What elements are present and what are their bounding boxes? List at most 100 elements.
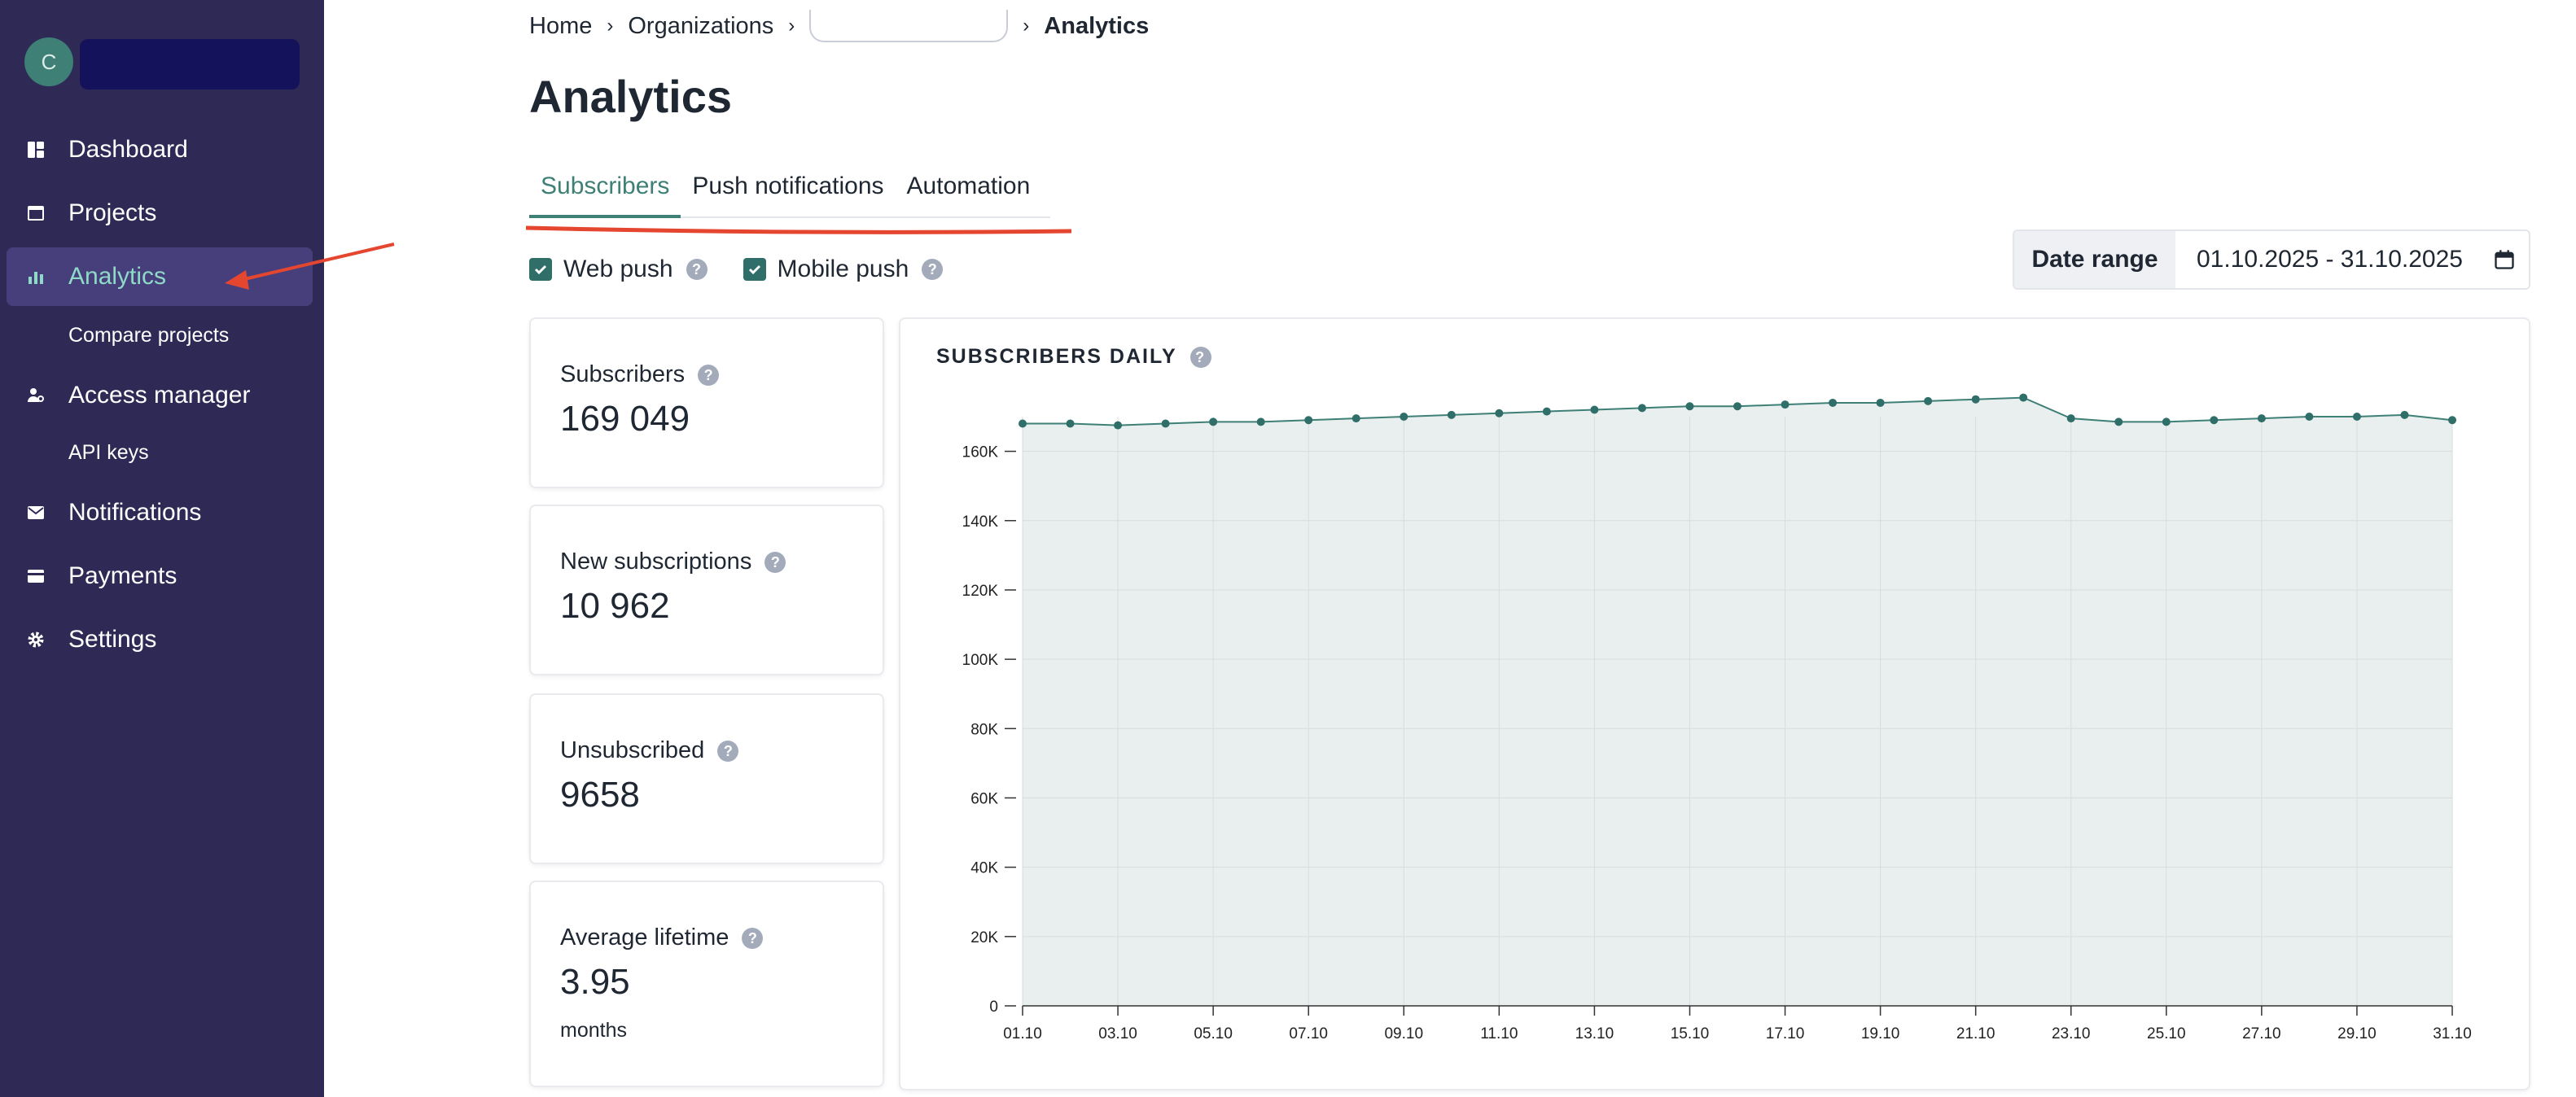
- unsubscribed-card: Unsubscribed? 9658: [529, 693, 884, 864]
- subscribers-daily-chart-card: SUBSCRIBERS DAILY ? 0 20K 40K 60K 80K 100K 120…: [899, 317, 2530, 1090]
- data-point: [2114, 417, 2123, 426]
- sidebar-item-payments[interactable]: Payments: [7, 547, 313, 605]
- x-tick-label: 13.10: [1575, 1025, 1614, 1042]
- help-icon[interactable]: ?: [922, 259, 944, 280]
- new-subscriptions-card: New subscriptions? 10 962: [529, 505, 884, 675]
- tab-subscribers[interactable]: Subscribers: [529, 160, 681, 218]
- data-point: [1161, 419, 1170, 428]
- x-tick-label: 09.10: [1384, 1025, 1423, 1042]
- data-point: [1495, 409, 1504, 417]
- data-point: [1400, 413, 1408, 421]
- date-range-input[interactable]: 01.10.2025 - 31.10.2025: [2197, 246, 2463, 273]
- web-push-checkbox[interactable]: Web push ?: [529, 256, 708, 283]
- sidebar-item-label: Projects: [68, 199, 157, 226]
- y-tick-label: 40K: [970, 860, 998, 877]
- help-icon[interactable]: ?: [764, 551, 786, 573]
- sidebar-item-label: Notifications: [68, 499, 202, 526]
- tab-automation[interactable]: Automation: [906, 173, 1031, 199]
- data-point: [1685, 402, 1694, 411]
- data-point: [1829, 398, 1838, 407]
- analytics-icon: [26, 267, 46, 286]
- avatar[interactable]: C: [24, 37, 73, 86]
- card-unit: months: [560, 1019, 627, 1042]
- data-point: [2066, 414, 2075, 423]
- web-push-label: Web push: [563, 256, 673, 282]
- data-point: [1924, 396, 1933, 405]
- data-point: [1876, 398, 1885, 407]
- card-value: 3.95: [560, 962, 630, 1002]
- sidebar-item-label: Dashboard: [68, 136, 188, 163]
- y-tick-label: 20K: [970, 929, 998, 946]
- data-point: [1256, 417, 1265, 426]
- x-tick-label: 27.10: [2242, 1025, 2281, 1042]
- x-tick-label: 25.10: [2147, 1025, 2186, 1042]
- data-point: [1637, 404, 1646, 413]
- average-lifetime-card: Average lifetime? 3.95 months: [529, 881, 884, 1087]
- help-icon[interactable]: ?: [686, 259, 708, 280]
- data-point: [2210, 416, 2219, 425]
- data-point: [1066, 419, 1075, 428]
- sidebar-item-label: Access manager: [68, 382, 251, 409]
- x-tick-label: 23.10: [2052, 1025, 2091, 1042]
- data-point: [1733, 402, 1741, 411]
- subscribers-daily-chart: 0 20K 40K 60K 80K 100K 120K 140K 160K 01.10 03.10 0…: [962, 393, 2472, 1042]
- help-icon[interactable]: ?: [742, 927, 764, 949]
- mobile-push-checkbox[interactable]: Mobile push ?: [743, 256, 944, 283]
- data-point: [2257, 414, 2266, 423]
- sidebar-item-access-manager[interactable]: Access manager: [7, 366, 313, 425]
- calendar-icon[interactable]: [2480, 231, 2529, 288]
- help-icon[interactable]: ?: [1189, 346, 1211, 368]
- sidebar-item-dashboard[interactable]: Dashboard: [7, 120, 313, 179]
- y-tick-label: 100K: [962, 652, 999, 669]
- breadcrumb-home[interactable]: Home: [529, 12, 593, 39]
- card-value: 9658: [560, 775, 640, 815]
- y-tick-label: 140K: [962, 514, 999, 531]
- checkbox-checked-icon[interactable]: [529, 258, 552, 281]
- date-range-label: Date range: [2014, 231, 2175, 288]
- sidebar-item-projects[interactable]: Projects: [7, 184, 313, 243]
- x-tick-label: 03.10: [1098, 1025, 1137, 1042]
- gear-icon: [26, 630, 46, 649]
- data-point: [1542, 407, 1551, 416]
- chart-area: [1023, 397, 2452, 1006]
- tab-push-notifications[interactable]: Push notifications: [692, 173, 884, 199]
- sidebar-item-compare-projects[interactable]: Compare projects: [68, 324, 230, 347]
- breadcrumb-organization[interactable]: [809, 10, 1009, 42]
- data-point: [2448, 416, 2456, 425]
- sidebar-item-settings[interactable]: Settings: [7, 610, 313, 669]
- organization-selector[interactable]: [80, 39, 300, 90]
- x-tick-label: 11.10: [1480, 1025, 1518, 1042]
- dashboard-icon: [26, 140, 46, 160]
- data-point: [1209, 417, 1218, 426]
- push-filters: Web push ? Mobile push ?: [529, 256, 979, 283]
- sidebar-item-api-keys[interactable]: API keys: [68, 441, 149, 464]
- help-icon[interactable]: ?: [698, 364, 720, 386]
- card-icon: [26, 566, 46, 586]
- access-icon: [26, 386, 46, 405]
- card-label: Unsubscribed: [560, 737, 705, 763]
- mail-icon: [26, 503, 46, 522]
- x-tick-label: 21.10: [1956, 1025, 1996, 1042]
- card-label: Subscribers: [560, 361, 686, 387]
- card-value: 10 962: [560, 586, 670, 626]
- data-point: [2305, 413, 2314, 421]
- sidebar-item-analytics[interactable]: Analytics: [7, 247, 313, 306]
- y-tick-label: 60K: [970, 790, 998, 807]
- checkbox-checked-icon[interactable]: [743, 258, 766, 281]
- chevron-right-icon: ›: [788, 15, 795, 37]
- data-point: [1019, 419, 1027, 428]
- breadcrumb: Home › Organizations › › Analytics: [529, 10, 1149, 42]
- sidebar-item-label: Analytics: [68, 263, 167, 290]
- y-tick-label: 120K: [962, 583, 999, 600]
- chevron-right-icon: ›: [607, 15, 614, 37]
- x-tick-label: 15.10: [1671, 1025, 1710, 1042]
- page-title: Analytics: [529, 71, 732, 122]
- data-point: [1971, 395, 1980, 404]
- help-icon[interactable]: ?: [717, 740, 739, 762]
- breadcrumb-organizations[interactable]: Organizations: [628, 12, 774, 39]
- x-tick-label: 05.10: [1194, 1025, 1233, 1042]
- sidebar-item-notifications[interactable]: Notifications: [7, 483, 313, 542]
- x-tick-label: 31.10: [2433, 1025, 2472, 1042]
- date-range-picker[interactable]: Date range 01.10.2025 - 31.10.2025: [2013, 229, 2530, 290]
- x-tick-label: 17.10: [1766, 1025, 1805, 1042]
